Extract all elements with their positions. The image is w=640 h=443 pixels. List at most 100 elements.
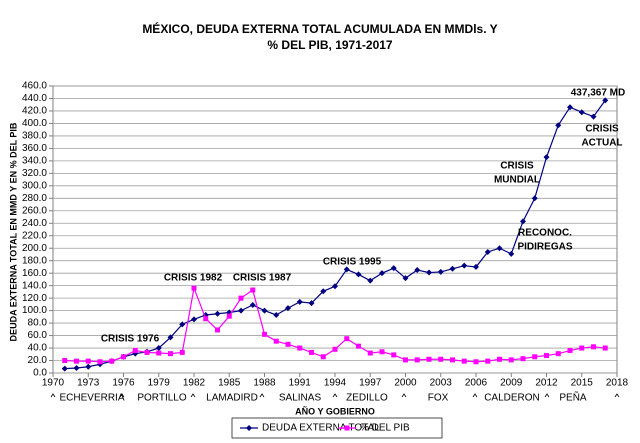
- annotation: CRISIS: [500, 161, 534, 172]
- y-tick-label: 160.0: [22, 268, 47, 279]
- legend-label: % DEL PIB: [360, 423, 410, 434]
- x-tick-label: 1976: [112, 378, 135, 389]
- point-marker: [73, 365, 80, 372]
- annotation: CRISIS 1976: [101, 334, 160, 345]
- point-marker: [602, 97, 609, 104]
- x-tick-label: 2009: [500, 378, 523, 389]
- point-marker: [426, 356, 432, 362]
- x-tick-label: 1973: [77, 378, 100, 389]
- point-marker: [332, 283, 338, 290]
- annotation: RECONOC.: [518, 228, 572, 239]
- point-marker: [473, 359, 479, 365]
- y-tick-label: 140.0: [22, 280, 47, 291]
- point-marker: [250, 287, 256, 293]
- point-marker: [97, 359, 103, 365]
- y-tick-label: 260.0: [22, 205, 47, 216]
- caret: [544, 393, 550, 398]
- x-tick-label: 2012: [535, 378, 558, 389]
- point-marker: [414, 267, 421, 274]
- point-marker: [591, 344, 596, 350]
- caret: [332, 393, 338, 398]
- point-marker: [191, 285, 197, 291]
- point-marker: [61, 365, 68, 372]
- caret: [50, 393, 56, 398]
- point-marker: [285, 305, 291, 312]
- point-marker: [191, 316, 197, 323]
- point-marker: [132, 348, 138, 354]
- point-marker: [567, 348, 573, 354]
- point-marker: [155, 345, 162, 352]
- point-marker: [285, 341, 291, 347]
- point-marker: [473, 263, 479, 270]
- point-marker: [262, 331, 267, 337]
- point-marker: [414, 357, 420, 363]
- point-marker: [332, 346, 338, 352]
- point-marker: [167, 334, 174, 341]
- x-tick-label: 2003: [430, 378, 453, 389]
- point-marker: [85, 363, 92, 370]
- point-marker: [343, 266, 350, 273]
- government-label: CALDERON: [484, 393, 540, 404]
- y-tick-label: 120.0: [22, 293, 47, 304]
- x-tick-label: 1979: [148, 378, 171, 389]
- legend-label: DEUDA EXTERNA TOTAL: [262, 423, 380, 434]
- annotation: CRISIS 1982: [164, 273, 223, 284]
- point-marker: [508, 357, 514, 363]
- legend-box: [231, 417, 443, 439]
- point-marker: [449, 265, 456, 272]
- point-marker: [450, 357, 455, 363]
- annotation: CRISIS: [585, 124, 619, 135]
- y-tick-label: 40.0: [28, 343, 48, 354]
- x-axis-label: AÑO Y GOBIERNO: [295, 406, 375, 416]
- point-marker: [402, 275, 409, 282]
- government-label: ECHEVERRIA: [59, 393, 124, 404]
- point-marker: [109, 358, 115, 364]
- point-marker: [531, 195, 538, 202]
- x-tick-label: 2018: [606, 378, 629, 389]
- annotation: 437,367 MD: [571, 88, 625, 99]
- point-marker: [62, 358, 68, 364]
- point-marker: [379, 270, 385, 277]
- x-tick-label: 1985: [218, 378, 241, 389]
- y-tick-label: 340.0: [22, 156, 47, 167]
- point-marker: [543, 154, 550, 161]
- x-tick-label: 2006: [465, 378, 488, 389]
- point-marker: [320, 354, 326, 360]
- point-marker: [356, 343, 361, 349]
- y-tick-label: 100.0: [22, 305, 47, 316]
- point-marker: [508, 250, 515, 257]
- point-marker: [497, 356, 502, 362]
- y-tick-label: 460.0: [22, 81, 47, 92]
- x-tick-label: 2000: [394, 378, 417, 389]
- y-tick-label: 320.0: [22, 168, 47, 179]
- annotation: ACTUAL: [581, 138, 622, 149]
- point-marker: [567, 104, 573, 111]
- caret: [259, 393, 265, 398]
- y-tick-label: 180.0: [22, 255, 47, 266]
- point-marker: [532, 354, 538, 360]
- annotation: MUNDIAL: [494, 175, 540, 186]
- point-marker: [403, 357, 408, 363]
- y-tick-label: 200.0: [22, 243, 47, 254]
- point-marker: [85, 358, 91, 364]
- y-tick-label: 400.0: [22, 118, 47, 129]
- caret: [119, 393, 125, 398]
- y-tick-label: 300.0: [22, 180, 47, 191]
- y-tick-label: 380.0: [22, 131, 47, 142]
- y-tick-label: 60.0: [28, 330, 48, 341]
- chart-title: MÉXICO, DEUDA EXTERNA TOTAL ACUMULADA EN…: [142, 21, 497, 36]
- x-tick-label: 1982: [183, 378, 206, 389]
- point-marker: [261, 307, 268, 314]
- point-marker: [238, 307, 244, 314]
- point-marker: [238, 295, 244, 301]
- point-marker: [379, 349, 385, 355]
- point-marker: [320, 288, 327, 295]
- point-marker: [156, 350, 162, 356]
- annotation: CRISIS 1987: [233, 273, 292, 284]
- caret: [401, 393, 407, 398]
- point-marker: [226, 313, 232, 319]
- point-marker: [367, 350, 373, 356]
- point-marker: [168, 351, 173, 357]
- government-label: PORTILLO: [137, 393, 186, 404]
